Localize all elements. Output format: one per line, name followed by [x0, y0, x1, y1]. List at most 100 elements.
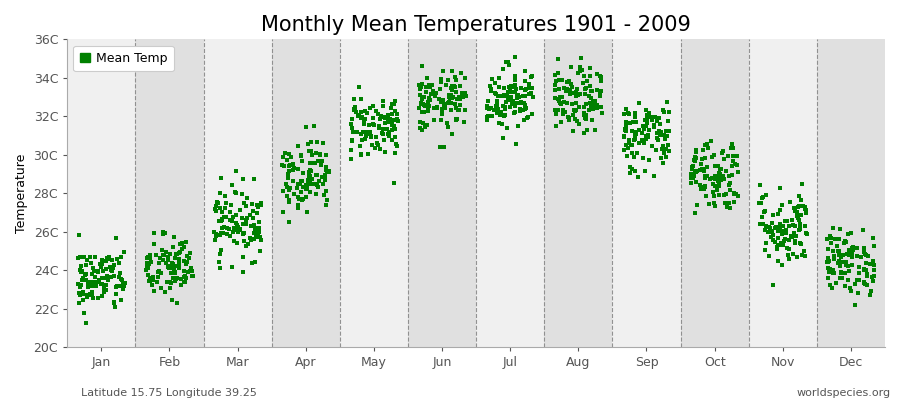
Point [708, 174, 723, 181]
Point [299, 186, 313, 192]
Point [850, 252, 865, 259]
Point [455, 94, 470, 101]
Point [698, 175, 712, 181]
Point [184, 250, 198, 256]
Point [636, 154, 651, 161]
Point [689, 168, 704, 174]
Point [864, 288, 878, 295]
Point [856, 227, 870, 233]
Point [842, 252, 856, 258]
Point [361, 150, 375, 157]
Point [347, 106, 362, 113]
Point [621, 144, 635, 151]
Point [498, 92, 512, 99]
Point [436, 97, 451, 104]
Point [572, 67, 587, 74]
Point [140, 254, 155, 260]
Point [577, 104, 591, 110]
Point [860, 270, 875, 277]
Point [375, 131, 390, 138]
Point [428, 93, 442, 99]
Point [562, 113, 576, 120]
Point [116, 282, 130, 289]
Point [560, 78, 574, 85]
Point [414, 100, 428, 106]
Point [787, 251, 801, 257]
Point [513, 108, 527, 114]
Point [252, 224, 266, 231]
Point [384, 120, 399, 126]
Point [699, 141, 714, 148]
Point [150, 278, 165, 285]
Point [457, 90, 472, 96]
Point [110, 256, 124, 262]
Point [412, 118, 427, 125]
Point [208, 206, 222, 213]
Point [144, 258, 158, 265]
Point [176, 246, 190, 252]
Point [74, 263, 88, 269]
Point [628, 131, 643, 137]
Point [708, 203, 723, 209]
Point [498, 112, 512, 118]
Point [375, 129, 390, 136]
Point [688, 147, 703, 153]
Point [518, 102, 532, 108]
Point [230, 190, 244, 196]
Point [823, 258, 837, 264]
Point [502, 84, 517, 90]
Point [585, 101, 599, 108]
Point [282, 219, 296, 226]
Point [495, 66, 509, 72]
Point [309, 150, 323, 156]
Point [107, 262, 122, 268]
Point [638, 123, 652, 129]
Point [857, 266, 871, 272]
Point [76, 310, 91, 316]
Point [140, 255, 155, 262]
Point [775, 228, 789, 234]
Point [223, 233, 238, 239]
Point [416, 119, 430, 126]
Point [781, 246, 796, 252]
Point [594, 78, 608, 84]
Point [381, 114, 395, 121]
Point [863, 291, 878, 298]
Point [109, 235, 123, 241]
Point [244, 237, 258, 244]
Point [357, 117, 372, 124]
Point [412, 84, 427, 90]
Point [821, 246, 835, 253]
Point [85, 292, 99, 298]
Point [252, 226, 266, 232]
Point [566, 112, 580, 118]
Point [588, 98, 602, 104]
Point [788, 233, 803, 240]
Point [723, 186, 737, 193]
Point [434, 98, 448, 105]
Point [491, 100, 505, 106]
Point [684, 171, 698, 177]
Point [586, 97, 600, 104]
Point [860, 272, 875, 279]
Point [230, 240, 245, 246]
Point [624, 142, 638, 148]
Point [652, 132, 667, 138]
Point [712, 181, 726, 187]
Point [105, 268, 120, 275]
Bar [817, 39, 885, 347]
Point [698, 184, 712, 190]
Point [571, 70, 585, 76]
Point [91, 269, 105, 276]
Point [562, 78, 576, 84]
Point [453, 96, 467, 102]
Point [274, 162, 289, 168]
Point [640, 112, 654, 118]
Point [420, 108, 435, 114]
Point [444, 85, 458, 91]
Point [644, 142, 659, 149]
Point [346, 106, 361, 112]
Point [824, 240, 838, 246]
Point [218, 205, 232, 211]
Point [508, 86, 523, 93]
